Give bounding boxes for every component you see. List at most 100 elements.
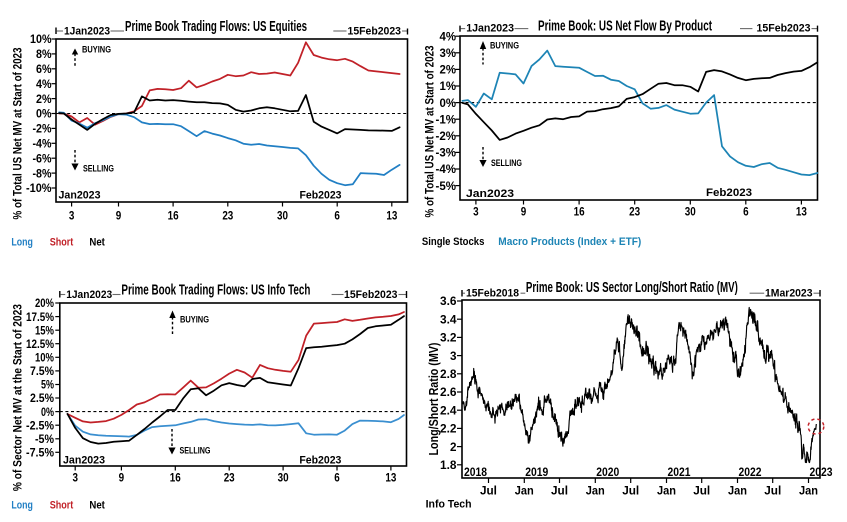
svg-text:2019: 2019 [525, 465, 548, 479]
svg-text:2.6: 2.6 [440, 385, 457, 399]
svg-text:Jan: Jan [586, 484, 605, 498]
svg-text:Jan2023: Jan2023 [63, 455, 105, 467]
svg-text:3: 3 [450, 349, 457, 363]
svg-text:Feb2023: Feb2023 [299, 455, 341, 467]
svg-text:0%: 0% [41, 405, 54, 419]
svg-text:-2%: -2% [33, 122, 52, 136]
svg-text:2.2: 2.2 [440, 422, 457, 436]
svg-text:Jan: Jan [515, 484, 534, 498]
svg-text:3.6: 3.6 [440, 294, 457, 308]
svg-text:15%: 15% [35, 323, 54, 337]
svg-text:12.5%: 12.5% [26, 337, 54, 351]
svg-text:% of Total US Net MV at Start: % of Total US Net MV at Start of 2023 [423, 45, 437, 217]
svg-text:2.8: 2.8 [440, 367, 457, 381]
svg-text:0%: 0% [440, 96, 457, 110]
svg-text:Long/Short Ratio (MV): Long/Short Ratio (MV) [427, 343, 441, 456]
svg-text:8%: 8% [36, 47, 52, 61]
svg-text:30: 30 [685, 205, 696, 219]
svg-text:17.5%: 17.5% [26, 310, 54, 324]
svg-text:2022: 2022 [739, 465, 762, 479]
svg-text:3: 3 [72, 471, 78, 485]
svg-text:Jul: Jul [764, 484, 781, 498]
svg-text:SELLING: SELLING [180, 446, 211, 457]
svg-text:-1%: -1% [436, 112, 457, 126]
svg-text:2023: 2023 [810, 465, 833, 479]
svg-text:BUYING: BUYING [82, 45, 111, 56]
svg-text:20%: 20% [35, 296, 54, 310]
svg-text:-6%: -6% [33, 151, 52, 165]
svg-text:Jan2023: Jan2023 [59, 190, 101, 202]
svg-text:Jul: Jul [693, 484, 710, 498]
svg-text:Net: Net [89, 500, 105, 512]
svg-text:SELLING: SELLING [83, 164, 114, 175]
svg-text:5%: 5% [41, 378, 54, 392]
svg-text:1Jan2023: 1Jan2023 [64, 26, 110, 38]
svg-text:13: 13 [796, 205, 807, 219]
svg-text:16: 16 [574, 205, 585, 219]
svg-text:9: 9 [116, 209, 122, 223]
svg-text:Jan: Jan [657, 484, 676, 498]
svg-text:-2.5%: -2.5% [26, 418, 54, 432]
svg-text:Net: Net [89, 237, 105, 249]
svg-text:1.8: 1.8 [440, 458, 457, 472]
svg-text:3.2: 3.2 [440, 331, 457, 345]
svg-text:Long: Long [11, 500, 33, 512]
svg-text:7.5%: 7.5% [30, 364, 54, 378]
svg-text:% of Total US Net MV at Start: % of Total US Net MV at Start of 2023 [11, 47, 25, 219]
svg-text:30: 30 [277, 209, 288, 223]
svg-text:13: 13 [385, 471, 396, 485]
svg-text:Prime Book: US Sector Long/Sho: Prime Book: US Sector Long/Short Ratio (… [526, 280, 738, 296]
svg-text:0%: 0% [36, 107, 52, 121]
svg-text:6: 6 [334, 209, 340, 223]
svg-text:Macro Products (Index + ETF): Macro Products (Index + ETF) [498, 236, 641, 248]
svg-text:2.4: 2.4 [440, 403, 457, 417]
svg-text:Jul: Jul [480, 484, 497, 498]
svg-text:-10%: -10% [26, 181, 52, 195]
svg-text:1Jan2023: 1Jan2023 [466, 23, 514, 35]
svg-text:3: 3 [473, 205, 479, 219]
svg-text:Feb2023: Feb2023 [706, 187, 752, 199]
svg-text:2%: 2% [36, 92, 52, 106]
svg-text:3%: 3% [440, 46, 457, 60]
svg-text:1%: 1% [440, 79, 457, 93]
svg-text:Prime Book Trading Flows: US I: Prime Book Trading Flows: US Info Tech [121, 282, 310, 298]
svg-text:23: 23 [222, 209, 233, 223]
svg-text:-4%: -4% [436, 162, 457, 176]
svg-text:Prime Book Trading Flows: US E: Prime Book Trading Flows: US Equities [125, 19, 307, 35]
svg-text:2020: 2020 [596, 465, 619, 479]
svg-text:13: 13 [386, 209, 397, 223]
svg-text:Jan: Jan [799, 484, 818, 498]
svg-text:10%: 10% [30, 32, 52, 46]
svg-text:-5%: -5% [35, 432, 54, 446]
svg-text:6%: 6% [36, 62, 52, 76]
svg-text:15Feb2023: 15Feb2023 [348, 25, 402, 37]
svg-text:9: 9 [119, 471, 125, 485]
svg-text:Short: Short [50, 500, 74, 512]
svg-text:Long: Long [11, 237, 33, 249]
svg-text:10%: 10% [35, 351, 54, 365]
svg-text:16: 16 [168, 209, 179, 223]
svg-text:4%: 4% [36, 77, 52, 91]
svg-text:6: 6 [334, 471, 340, 485]
svg-text:Jul: Jul [622, 484, 639, 498]
svg-text:BUYING: BUYING [180, 315, 209, 326]
svg-text:Jan2023: Jan2023 [466, 188, 514, 200]
svg-text:Short: Short [50, 237, 74, 249]
svg-text:Jul: Jul [551, 484, 568, 498]
svg-text:-4%: -4% [33, 137, 52, 151]
svg-text:-5%: -5% [436, 179, 457, 193]
svg-text:6: 6 [743, 205, 749, 219]
svg-text:2021: 2021 [667, 465, 690, 479]
svg-text:4%: 4% [440, 29, 457, 43]
svg-text:23: 23 [224, 471, 235, 485]
svg-text:% of Sector Net MV at the Star: % of Sector Net MV at the Start of 2023 [11, 304, 25, 491]
svg-text:2.5%: 2.5% [30, 391, 54, 405]
svg-text:2%: 2% [440, 63, 457, 77]
svg-text:-8%: -8% [33, 166, 52, 180]
svg-text:SELLING: SELLING [491, 158, 522, 169]
svg-text:-3%: -3% [436, 146, 457, 160]
svg-text:15Feb2023: 15Feb2023 [757, 23, 811, 35]
svg-text:1Mar2023: 1Mar2023 [765, 288, 813, 300]
svg-text:15Feb2018: 15Feb2018 [466, 288, 519, 300]
svg-text:30: 30 [278, 471, 289, 485]
